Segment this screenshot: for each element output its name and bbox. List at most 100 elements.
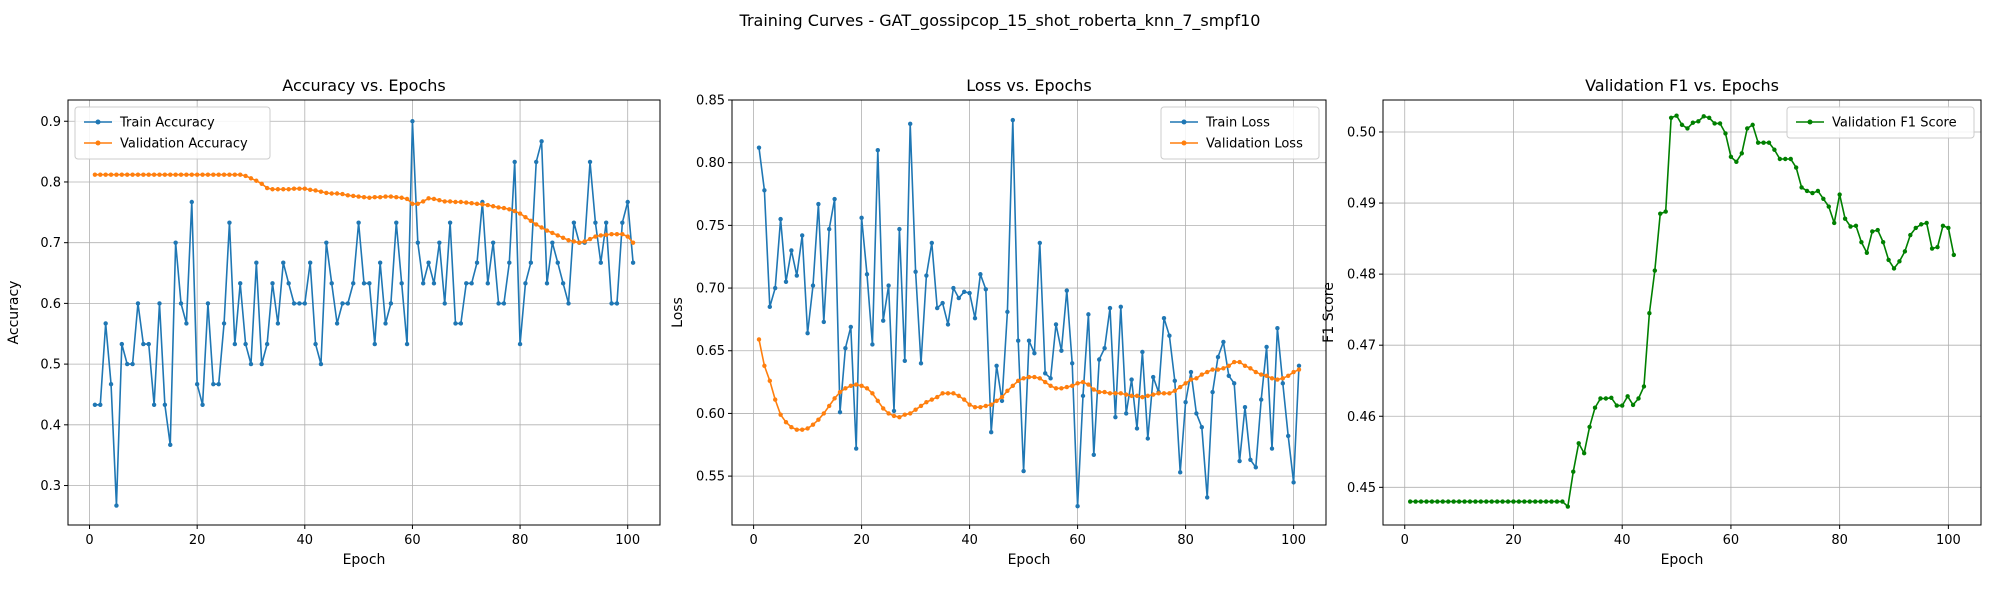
data-point bbox=[232, 172, 238, 177]
data-point bbox=[1717, 121, 1723, 126]
data-point bbox=[773, 285, 778, 291]
data-point bbox=[1951, 252, 1957, 258]
data-point bbox=[238, 281, 243, 286]
data-point bbox=[1021, 376, 1026, 381]
y-tick-label: 0.75 bbox=[696, 219, 725, 234]
y-tick-label: 0.55 bbox=[696, 470, 725, 485]
data-point bbox=[962, 289, 967, 295]
data-point bbox=[620, 220, 625, 225]
data-point bbox=[168, 442, 173, 448]
data-point bbox=[291, 186, 297, 191]
data-point bbox=[1516, 499, 1522, 504]
x-tick-label: 20 bbox=[853, 533, 870, 548]
data-point bbox=[1935, 244, 1940, 250]
x-tick-label: 100 bbox=[1936, 533, 1961, 548]
data-point bbox=[313, 188, 318, 193]
data-point bbox=[1178, 384, 1183, 390]
data-point bbox=[762, 188, 767, 193]
data-point bbox=[1129, 393, 1134, 399]
data-point bbox=[1259, 372, 1264, 377]
data-point bbox=[918, 361, 924, 366]
x-tick-label: 100 bbox=[1281, 533, 1306, 548]
data-point bbox=[361, 194, 367, 200]
data-point bbox=[1804, 188, 1810, 194]
data-point bbox=[485, 281, 490, 286]
data-point bbox=[469, 201, 474, 206]
data-point bbox=[1913, 225, 1918, 231]
data-point bbox=[356, 220, 361, 225]
data-point bbox=[404, 196, 410, 202]
data-point bbox=[1080, 393, 1086, 399]
data-point bbox=[805, 426, 810, 431]
data-point bbox=[1435, 499, 1440, 504]
chart-panel-2: 0 20 40 60 80 100 0.55 0.60 0.65 0.70 0.75 0.80 0.85… bbox=[670, 76, 1327, 568]
data-point bbox=[1875, 227, 1880, 233]
data-point bbox=[566, 238, 571, 243]
data-point bbox=[119, 341, 125, 347]
data-point bbox=[1037, 376, 1043, 381]
data-point bbox=[1205, 495, 1210, 500]
data-point bbox=[367, 195, 372, 200]
data-point bbox=[146, 172, 151, 177]
data-point bbox=[891, 413, 897, 419]
data-point bbox=[1037, 240, 1043, 246]
data-point bbox=[983, 287, 988, 292]
data-point bbox=[1151, 392, 1156, 397]
data-point bbox=[1478, 499, 1484, 504]
data-point bbox=[1603, 396, 1609, 401]
data-point bbox=[1280, 381, 1286, 386]
data-point bbox=[940, 300, 945, 306]
data-point bbox=[1059, 386, 1064, 391]
y-tick-label: 0.7 bbox=[40, 236, 61, 251]
data-point bbox=[458, 321, 464, 326]
data-point bbox=[587, 236, 593, 242]
data-point bbox=[962, 397, 967, 402]
data-point bbox=[307, 187, 313, 193]
data-point bbox=[1296, 367, 1302, 372]
data-point bbox=[103, 321, 108, 326]
data-point bbox=[1924, 220, 1929, 226]
data-point bbox=[875, 398, 880, 404]
data-point bbox=[1026, 374, 1032, 380]
data-point bbox=[1783, 156, 1788, 162]
data-point bbox=[1102, 389, 1107, 395]
data-point bbox=[1026, 338, 1032, 343]
data-point bbox=[1226, 373, 1232, 379]
data-point bbox=[340, 301, 345, 306]
data-point bbox=[1102, 346, 1107, 351]
data-point bbox=[956, 295, 961, 301]
data-point bbox=[593, 234, 598, 239]
figure-suptitle: Training Curves - GAT_gossipcop_15_shot_… bbox=[739, 11, 1261, 31]
data-point bbox=[1053, 322, 1059, 327]
data-point bbox=[609, 231, 614, 237]
data-point bbox=[469, 281, 474, 286]
data-point bbox=[571, 220, 577, 225]
legend-swatch-marker bbox=[1181, 119, 1187, 125]
data-point bbox=[135, 301, 141, 306]
data-point bbox=[1772, 147, 1777, 152]
data-point bbox=[805, 330, 810, 336]
data-point bbox=[211, 172, 216, 177]
data-point bbox=[135, 172, 141, 177]
y-tick-label: 0.6 bbox=[40, 297, 61, 312]
data-point bbox=[1543, 499, 1549, 504]
data-point bbox=[1070, 383, 1075, 389]
data-point bbox=[994, 363, 999, 368]
x-tick-label: 60 bbox=[1069, 533, 1086, 548]
data-point bbox=[1199, 372, 1205, 377]
data-point bbox=[1696, 119, 1701, 124]
data-point bbox=[447, 199, 453, 204]
data-point bbox=[1598, 396, 1603, 401]
data-point bbox=[340, 191, 345, 197]
data-point bbox=[886, 283, 891, 288]
data-point bbox=[329, 191, 334, 196]
data-point bbox=[625, 199, 630, 205]
data-point bbox=[1793, 165, 1799, 170]
data-point bbox=[1172, 388, 1178, 394]
data-point bbox=[264, 341, 270, 347]
data-point bbox=[114, 172, 119, 177]
data-point bbox=[1837, 192, 1842, 197]
data-point bbox=[756, 337, 762, 342]
data-point bbox=[324, 190, 329, 196]
data-point bbox=[1275, 377, 1280, 382]
